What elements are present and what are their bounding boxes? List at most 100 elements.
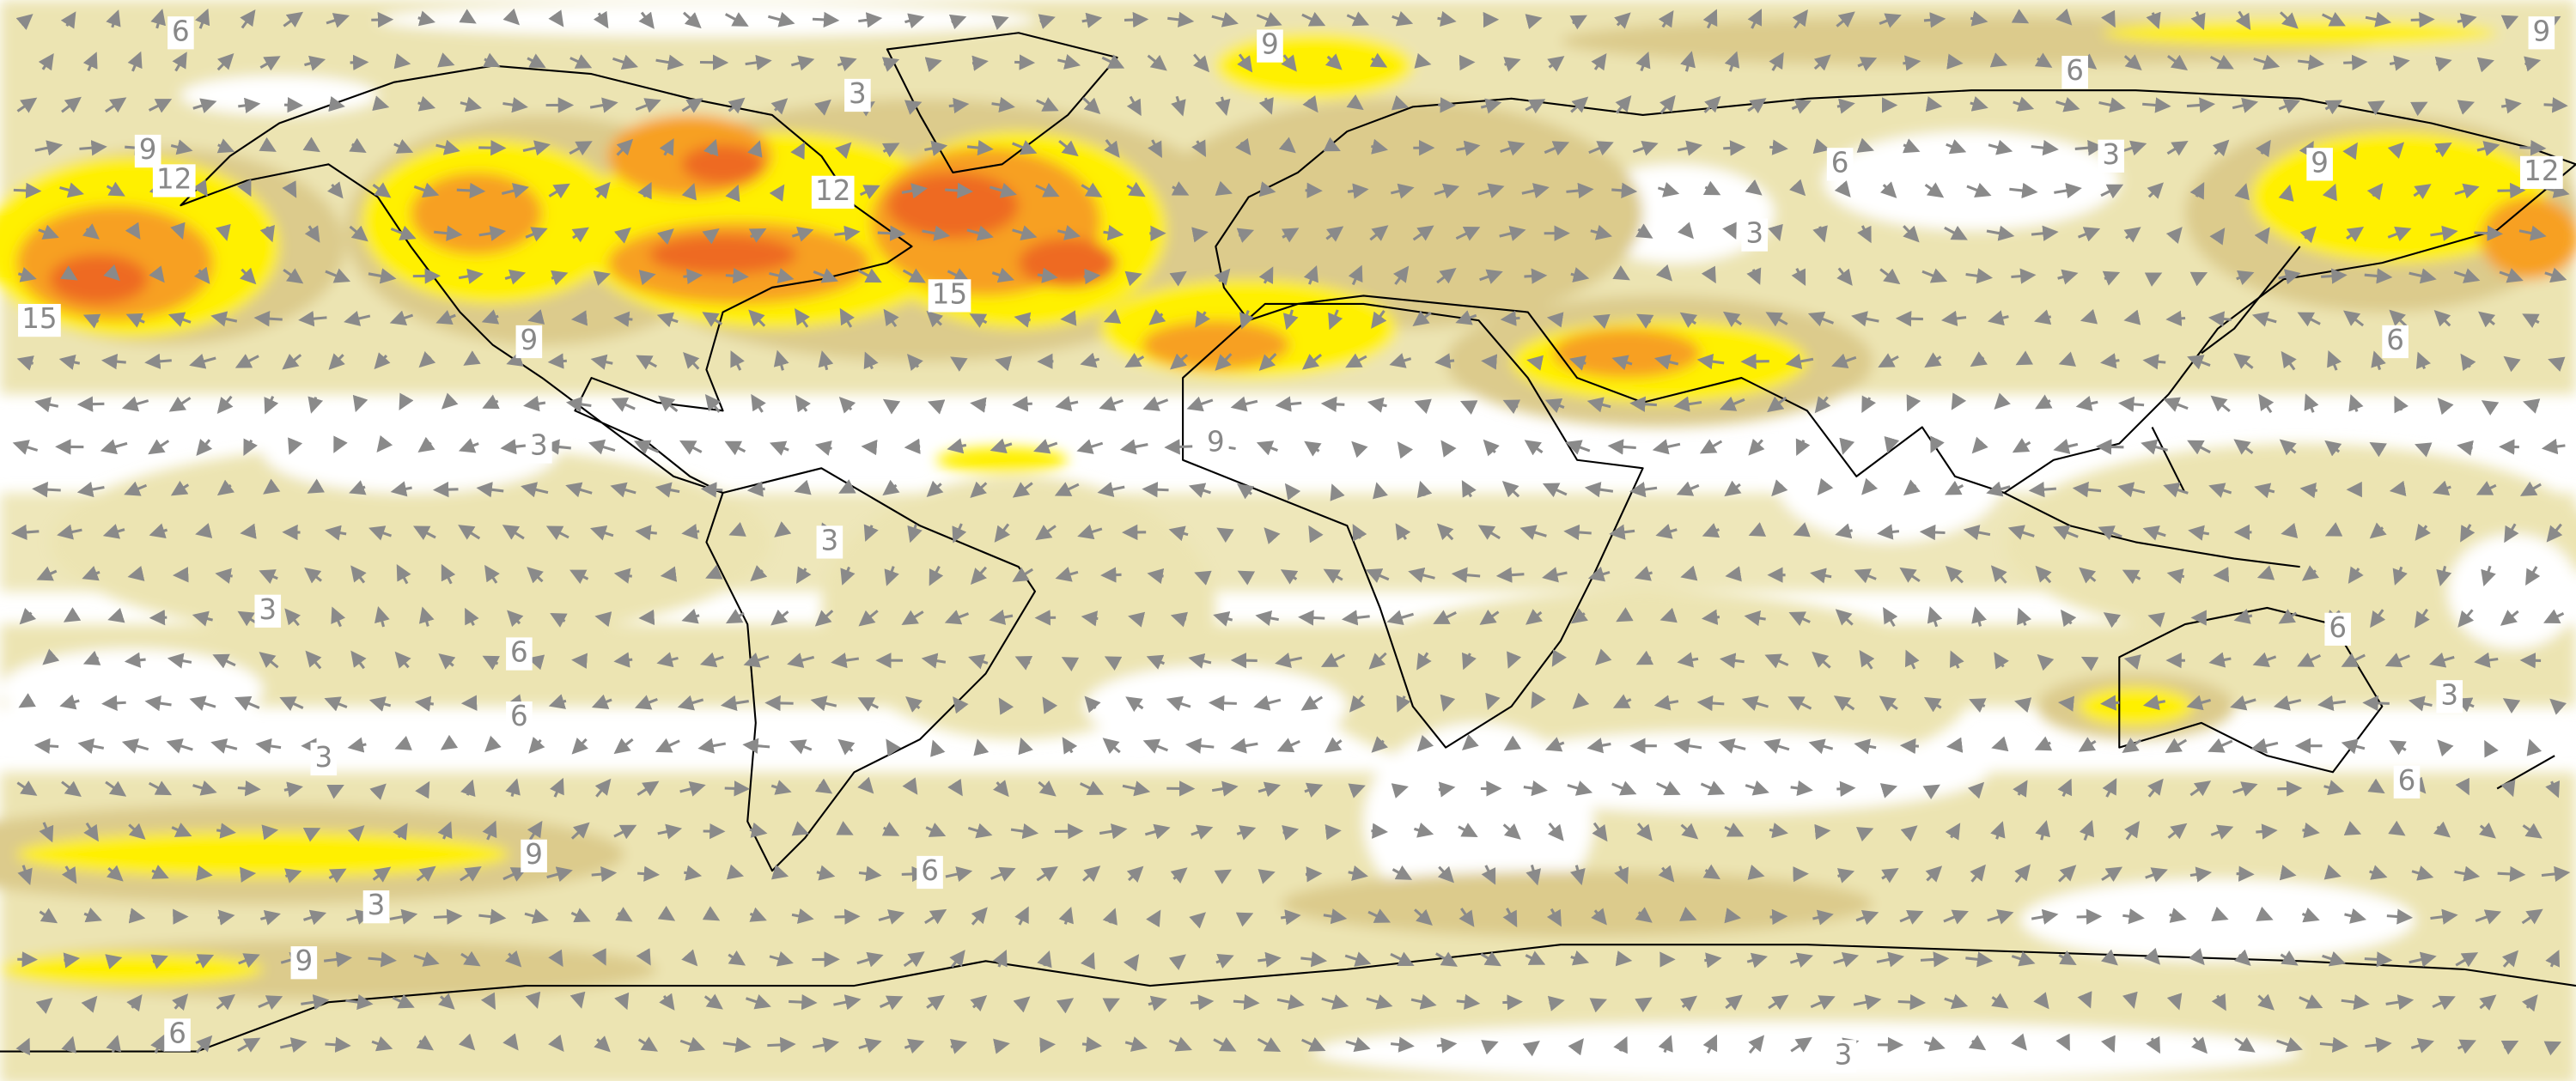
wind-arrow [769, 184, 785, 202]
wind-arrow [1986, 225, 2015, 241]
wind-arrow [240, 9, 256, 29]
wind-arrow [63, 952, 81, 969]
wind-arrow [2457, 100, 2476, 115]
north-america [180, 64, 913, 495]
wind-arrow [2256, 565, 2275, 580]
wind-arrow [2187, 440, 2211, 455]
wind-arrow [681, 183, 697, 201]
wind-arrow [634, 440, 659, 455]
contour-label: 12 [815, 174, 850, 207]
wind-arrow [681, 98, 703, 113]
wind-arrow [947, 438, 967, 454]
wind-arrow [1861, 477, 1879, 495]
wind-arrow [1126, 181, 1146, 197]
wind-arrow [1035, 182, 1060, 197]
wind-arrow [1724, 480, 1742, 497]
wind-arrow [2053, 439, 2079, 454]
wind-arrow [1531, 691, 1546, 709]
contour-label: 3 [2440, 678, 2458, 711]
wind-arrow [2503, 355, 2521, 373]
wind-arrow [2544, 267, 2567, 283]
wind-arrow [1659, 607, 1678, 623]
wind-arrow [2457, 609, 2475, 628]
wind-arrow [991, 96, 1015, 113]
wind-arrow [1951, 392, 1967, 410]
wind-arrow [1258, 353, 1277, 371]
wind-arrow [1171, 95, 1186, 117]
wind-arrow [1744, 610, 1766, 627]
wind-arrow [2072, 482, 2102, 498]
wind-arrow [1282, 309, 1299, 331]
wind-arrow [970, 481, 988, 498]
wind-arrow [2392, 566, 2408, 586]
wind-arrow [2504, 523, 2519, 544]
wind-arrow [1701, 265, 1716, 284]
wind-arrow [1768, 223, 1783, 242]
wind-arrow [1748, 522, 1767, 537]
wind-arrow [2035, 394, 2053, 410]
wind-arrow [1611, 355, 1633, 371]
wind-arrow [2011, 268, 2037, 284]
wind-arrow [2100, 695, 2120, 711]
wind-arrow [929, 565, 944, 586]
wind-arrow [2476, 481, 2497, 495]
wind-arrow [2304, 393, 2319, 413]
wind-arrow [1456, 140, 1481, 156]
wind-arrow [502, 8, 521, 26]
wind-arrow [1569, 15, 1587, 30]
wind-arrow [1701, 609, 1720, 625]
wind-arrow [259, 56, 281, 71]
wind-arrow [2454, 183, 2480, 199]
wind-arrow [1851, 311, 1879, 327]
wind-arrow [57, 524, 82, 540]
wind-arrow [1264, 527, 1281, 544]
wind-arrow [170, 222, 186, 240]
wind-arrow [1884, 435, 1900, 454]
wind-arrow [2078, 227, 2101, 242]
wind-arrow [216, 138, 235, 154]
wind-arrow [637, 865, 661, 882]
wind-arrow [100, 439, 128, 455]
wind-arrow [1971, 436, 1988, 454]
wind-arrow [82, 313, 101, 329]
wind-arrow [743, 653, 770, 668]
wind-arrow [17, 267, 37, 282]
wind-arrow [2434, 56, 2452, 72]
wind-arrow [1186, 396, 1214, 412]
wind-arrow [747, 140, 763, 158]
wind-arrow [1104, 139, 1120, 158]
wind-arrow [1677, 652, 1699, 668]
wind-arrow [1723, 140, 1746, 156]
wind-arrow [1390, 183, 1415, 199]
wind-arrow [1699, 439, 1723, 454]
wind-arrow [858, 12, 883, 28]
wind-arrow [2053, 525, 2079, 540]
wind-arrow [1236, 228, 1255, 243]
wind-arrow [990, 182, 1017, 198]
wind-arrow [79, 140, 107, 156]
wind-arrow [1764, 653, 1789, 669]
wind-arrow [1808, 738, 1834, 755]
wind-arrow [1946, 737, 1964, 753]
wind-arrow [2035, 565, 2052, 584]
wind-arrow [1833, 695, 1855, 711]
wind-arrow [613, 652, 633, 668]
wind-arrow [2189, 271, 2208, 287]
wind-arrow [195, 523, 213, 538]
wind-arrow [2281, 523, 2299, 538]
wind-arrow [1946, 53, 1964, 70]
wind-arrow [1542, 567, 1568, 583]
wind-arrow [2346, 226, 2365, 242]
wind-arrow [1167, 11, 1195, 27]
wind-arrow [149, 265, 165, 283]
wind-arrow [1791, 267, 1806, 286]
wind-arrow [215, 568, 233, 584]
wind-arrow [1455, 310, 1477, 325]
wind-arrow [1214, 268, 1231, 286]
wind-arrow [834, 225, 861, 242]
wind-arrow [1171, 181, 1190, 196]
wind-arrow [2428, 652, 2455, 668]
contour-label: 6 [510, 700, 528, 732]
wind-arrow [2415, 442, 2433, 458]
wind-arrow [216, 395, 234, 415]
